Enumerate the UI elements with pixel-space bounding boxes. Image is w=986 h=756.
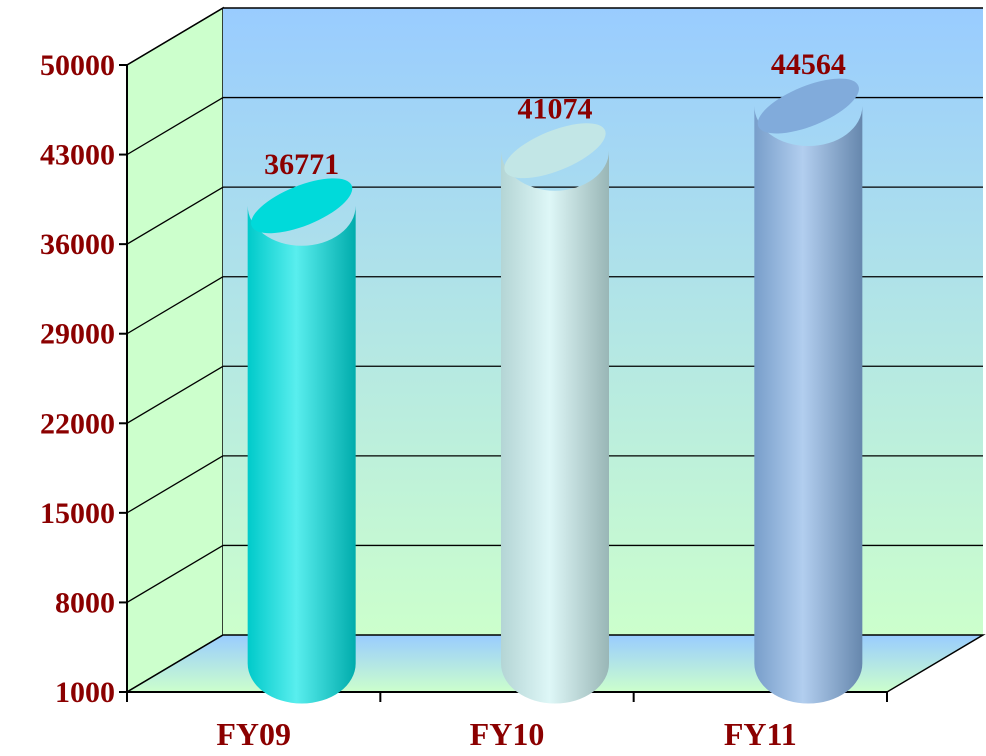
y-tick-label: 22000 — [40, 407, 115, 440]
gridline-side — [126, 276, 224, 335]
category-labels: FY09 FY10 FY11 — [216, 716, 796, 752]
y-tick-label: 43000 — [40, 139, 115, 172]
bar-fy09 — [247, 178, 356, 704]
bar-fy11 — [754, 78, 863, 704]
gridline-side — [126, 455, 224, 514]
y-tick-label: 1000 — [55, 676, 115, 709]
x-tick-label: FY10 — [470, 716, 545, 752]
data-labels: 36771 41074 44564 — [264, 48, 846, 181]
gridline-side — [126, 97, 224, 156]
gridline-side — [126, 186, 224, 245]
y-tick-label: 8000 — [55, 586, 115, 619]
bar-fy10 — [501, 123, 609, 704]
y-tick-label: 50000 — [40, 49, 115, 82]
side-wall — [126, 6, 224, 694]
gridline-side — [126, 365, 224, 424]
data-label-fy10: 41074 — [518, 93, 593, 126]
gridline-side — [126, 544, 224, 603]
x-tick-label: FY11 — [724, 716, 797, 752]
bar-body — [754, 106, 863, 704]
y-axis-ticks: 1000 8000 15000 22000 29000 36000 43000 50000 — [40, 49, 127, 709]
y-tick-label: 36000 — [40, 228, 115, 261]
data-label-fy11: 44564 — [771, 48, 846, 81]
bars — [247, 78, 863, 704]
y-tick-label: 29000 — [40, 318, 115, 351]
bar-top — [757, 78, 859, 134]
bar-body — [501, 150, 609, 704]
y-tick-label: 15000 — [40, 497, 115, 530]
bar-top — [504, 123, 606, 179]
bar-body — [247, 205, 356, 704]
data-label-fy09: 36771 — [264, 148, 339, 181]
bar-top — [251, 178, 353, 234]
gridline-side — [126, 7, 224, 66]
x-tick-label: FY09 — [216, 716, 291, 752]
x-axis-ticks — [126, 692, 888, 702]
